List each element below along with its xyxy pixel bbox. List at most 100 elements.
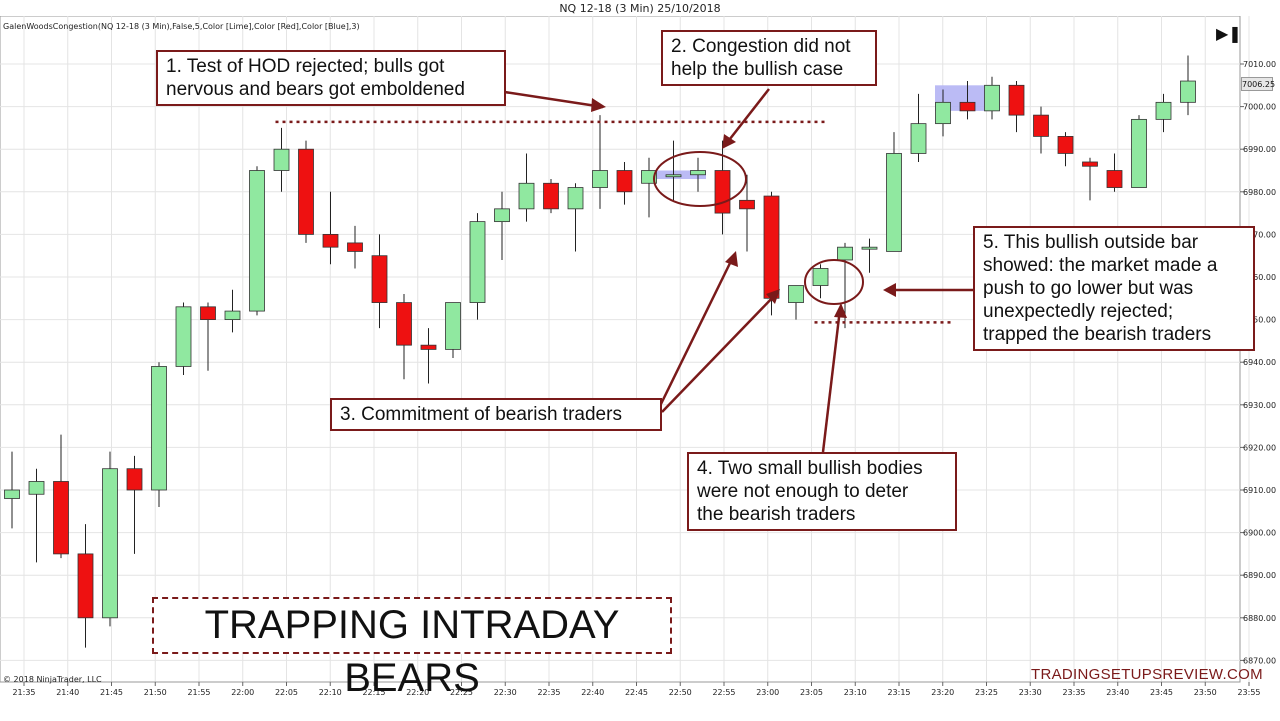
x-tick-label: 22:00 <box>231 688 254 697</box>
arrowhead-3b <box>766 289 780 304</box>
y-tick-label: 6970.00 <box>1243 230 1276 239</box>
y-tick-label: 6980.00 <box>1243 188 1276 197</box>
bear-candle <box>77 553 94 619</box>
arrowhead-4 <box>834 303 847 318</box>
x-tick-label: 23:40 <box>1106 688 1129 697</box>
bull-candle <box>665 174 682 178</box>
bear-candle <box>1008 84 1025 116</box>
bear-candle <box>1106 170 1123 188</box>
y-tick-label: 6930.00 <box>1243 401 1276 410</box>
chart-title: NQ 12-18 (3 Min) 25/10/2018 <box>559 2 721 15</box>
x-tick-label: 21:45 <box>100 688 123 697</box>
bull-candle <box>273 148 290 171</box>
callout-1: 1. Test of HOD rejected; bulls got nervo… <box>156 50 506 106</box>
bear-candle <box>53 481 69 555</box>
y-tick-label: 6910.00 <box>1243 486 1276 495</box>
callout-line: the bearish traders <box>697 504 856 525</box>
bull-candle <box>1155 101 1172 120</box>
title-box: TRAPPING INTRADAY BEARS <box>152 597 672 700</box>
bull-candle <box>175 306 192 367</box>
callout-line: 1. Test of HOD rejected; bulls got <box>166 56 445 77</box>
y-tick-label: 7010.00 <box>1243 60 1276 69</box>
x-tick-label: 23:05 <box>800 688 823 697</box>
arrowhead-3a <box>725 251 738 267</box>
bull-candle <box>837 246 853 261</box>
y-tick-label: 7000.00 <box>1243 103 1276 112</box>
bear-candle <box>1057 136 1074 154</box>
arrow-3a <box>658 256 735 407</box>
callout-line: 3. Commitment of bearish traders <box>340 404 622 425</box>
x-tick-label: 22:25 <box>450 688 473 697</box>
x-tick-label: 21:40 <box>56 688 79 697</box>
y-tick-label: 6880.00 <box>1243 614 1276 623</box>
x-tick-label: 23:15 <box>887 688 910 697</box>
bear-candle <box>396 302 412 346</box>
y-tick-label: 6900.00 <box>1243 529 1276 538</box>
x-tick-label: 22:05 <box>275 688 298 697</box>
bull-candle <box>494 208 510 223</box>
bull-candle <box>567 187 584 210</box>
x-tick-label: 23:35 <box>1062 688 1085 697</box>
bull-candle <box>445 302 461 350</box>
bull-candle <box>910 123 927 154</box>
x-tick-label: 22:10 <box>319 688 342 697</box>
small-bodies-ellipse <box>804 259 864 305</box>
x-tick-label: 21:55 <box>187 688 210 697</box>
bear-candle <box>959 101 976 112</box>
x-tick-label: 23:55 <box>1237 688 1260 697</box>
arrowhead-2 <box>722 134 736 149</box>
callout-2: 2. Congestion did not help the bullish c… <box>661 30 877 86</box>
arrowhead-1 <box>591 98 606 112</box>
bull-candle <box>592 170 608 188</box>
watermark: TRADINGSETUPSREVIEW.COM <box>1031 666 1263 683</box>
bear-candle <box>543 182 559 210</box>
y-tick-label: 6950.00 <box>1243 316 1276 325</box>
x-tick-label: 23:50 <box>1194 688 1217 697</box>
x-tick-label: 22:55 <box>712 688 735 697</box>
bull-candle <box>102 468 118 619</box>
arrow-2 <box>725 88 770 145</box>
callout-line: unexpectedly rejected; <box>983 301 1174 322</box>
x-tick-label: 22:45 <box>625 688 648 697</box>
bear-candle <box>200 306 216 321</box>
x-tick-label: 21:50 <box>144 688 167 697</box>
x-tick-label: 22:40 <box>581 688 604 697</box>
bear-candle <box>371 255 388 303</box>
bull-candle <box>886 153 902 252</box>
callout-line: trapped the bearish traders <box>983 324 1212 345</box>
bull-candle <box>1131 118 1147 188</box>
congestion-ellipse <box>653 151 747 207</box>
y-tick-label: 6990.00 <box>1243 145 1276 154</box>
x-tick-label: 23:00 <box>756 688 779 697</box>
callout-line: showed: the market made a <box>983 255 1218 276</box>
bull-candle <box>812 268 829 286</box>
annotations <box>497 88 973 453</box>
bear-candle <box>739 199 755 210</box>
bull-candle <box>935 101 951 125</box>
callout-line: help the bullish case <box>671 59 844 80</box>
bull-candle <box>249 170 265 312</box>
bull-candle <box>1180 80 1196 103</box>
x-tick-label: 23:30 <box>1019 688 1042 697</box>
bull-candle <box>518 182 535 210</box>
bear-candle <box>1033 114 1049 137</box>
skip-to-end-icon[interactable]: ▶❚ <box>1216 24 1242 43</box>
y-tick-label: 6960.00 <box>1243 273 1276 282</box>
y-tick-label: 6890.00 <box>1243 571 1276 580</box>
callout-3: 3. Commitment of bearish traders <box>330 398 662 431</box>
x-tick-label: 23:10 <box>844 688 867 697</box>
y-tick-label: 6920.00 <box>1243 443 1276 452</box>
callout-line: 2. Congestion did not <box>671 36 851 57</box>
bull-candle <box>469 221 486 303</box>
x-tick-label: 22:50 <box>669 688 692 697</box>
x-tick-label: 22:30 <box>494 688 517 697</box>
callout-line: 5. This bullish outside bar <box>983 232 1199 253</box>
callout-line: 4. Two small bullish bodies <box>697 458 923 479</box>
callout-5: 5. This bullish outside bar showed: the … <box>973 226 1255 351</box>
bull-candle <box>28 481 45 495</box>
candles <box>4 55 1196 648</box>
x-tick-label: 23:20 <box>931 688 954 697</box>
price-axis: 6870.00 6880.00 6890.00 6900.00 6910.00 6920.… <box>1240 60 1276 665</box>
bear-candle <box>298 148 314 235</box>
callout-line: nervous and bears got emboldened <box>166 79 465 100</box>
